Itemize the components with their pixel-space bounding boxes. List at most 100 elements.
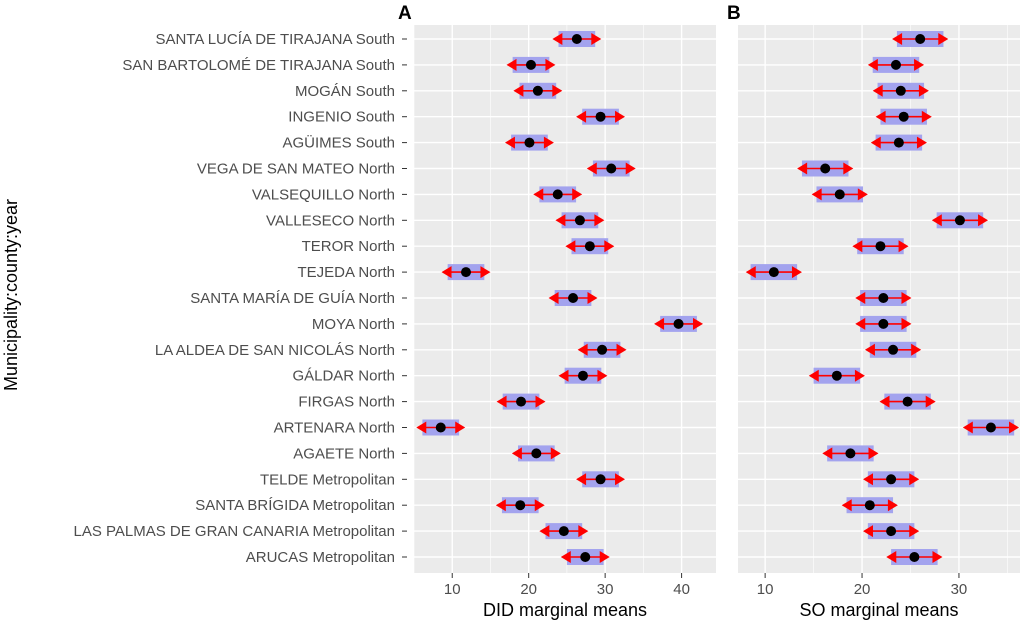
category-label: TEROR North bbox=[302, 238, 395, 255]
panel-a-ticks: 10 20 30 40 bbox=[444, 573, 690, 598]
arrow-left bbox=[504, 136, 515, 149]
category-label: ARTENARA North bbox=[274, 420, 395, 437]
arrow-left bbox=[892, 33, 903, 45]
arrow-left bbox=[496, 395, 507, 408]
arrow-left bbox=[511, 447, 522, 460]
category-labels: SANTA LUCÍA DE TIRAJANA South SAN BARTOLO… bbox=[73, 31, 407, 566]
category-label: LA ALDEA DE SAN NICOLÁS North bbox=[155, 342, 395, 359]
arrow-left bbox=[875, 110, 886, 123]
arrow-right bbox=[597, 369, 608, 382]
category-label: TELDE Metropolitan bbox=[260, 471, 395, 488]
panel-a-x-axis-title: DID marginal means bbox=[483, 600, 647, 620]
arrow-left bbox=[797, 162, 808, 175]
x-tick-label: 40 bbox=[673, 581, 690, 598]
mean-point bbox=[524, 137, 535, 148]
arrow-right bbox=[887, 499, 898, 512]
mean-point bbox=[597, 344, 608, 355]
arrow-right bbox=[578, 525, 589, 538]
arrow-left bbox=[870, 136, 881, 149]
category-label: VALSEQUILLO North bbox=[252, 186, 395, 203]
category-label: SAN BARTOLOMÉ DE TIRAJANA South bbox=[122, 57, 395, 74]
arrow-left bbox=[654, 317, 665, 330]
arrow-left bbox=[864, 343, 875, 356]
arrow-right bbox=[552, 84, 563, 97]
x-tick-label: 10 bbox=[757, 581, 774, 598]
arrow-right bbox=[550, 447, 561, 460]
mean-point bbox=[898, 111, 909, 122]
arrow-right bbox=[918, 84, 929, 97]
panel-b-x-axis-title: SO marginal means bbox=[799, 600, 958, 620]
category-label: ARUCAS Metropolitan bbox=[246, 549, 395, 566]
mean-point bbox=[595, 111, 606, 122]
category-label: VALLESECO North bbox=[266, 212, 395, 229]
mean-point bbox=[768, 267, 779, 278]
category-label: SANTA BRÍGIDA Metropolitan bbox=[195, 497, 395, 514]
arrow-right bbox=[572, 188, 583, 201]
arrow-right bbox=[911, 343, 922, 356]
mean-point bbox=[845, 448, 856, 459]
panel-b-tag: B bbox=[727, 3, 741, 24]
arrow-right bbox=[921, 110, 932, 123]
arrow-right bbox=[932, 551, 943, 563]
mean-point bbox=[584, 241, 595, 252]
arrow-right bbox=[857, 188, 868, 201]
category-label: MOYA North bbox=[312, 316, 395, 333]
arrow-right bbox=[480, 266, 491, 279]
mean-point bbox=[895, 85, 906, 96]
category-label: TEJEDA North bbox=[297, 264, 395, 281]
mean-point bbox=[673, 318, 684, 329]
arrow-right bbox=[791, 266, 802, 279]
arrow-left bbox=[863, 525, 874, 538]
panel-a-marks bbox=[416, 31, 704, 565]
arrow-left bbox=[495, 499, 506, 512]
arrow-right bbox=[599, 551, 610, 563]
arrow-right bbox=[909, 525, 920, 538]
category-label: LAS PALMAS DE GRAN CANARIA Metropolitan bbox=[73, 523, 395, 540]
arrow-left bbox=[811, 188, 822, 201]
arrow-left bbox=[506, 58, 517, 71]
arrow-left bbox=[560, 551, 571, 563]
category-label: GÁLDAR North bbox=[292, 368, 395, 385]
arrow-right bbox=[604, 240, 615, 253]
arrow-left bbox=[576, 110, 587, 123]
arrow-left bbox=[577, 343, 588, 356]
mean-point bbox=[435, 422, 446, 433]
arrow-left bbox=[558, 369, 569, 382]
arrow-left bbox=[441, 266, 452, 279]
arrow-right bbox=[693, 317, 704, 330]
mean-point bbox=[525, 59, 536, 70]
mean-point bbox=[878, 293, 889, 303]
arrow-left bbox=[576, 473, 587, 486]
x-tick-label: 10 bbox=[444, 581, 461, 598]
mean-point bbox=[531, 448, 542, 459]
arrow-right bbox=[854, 369, 865, 382]
arrow-right bbox=[843, 162, 854, 175]
arrow-right bbox=[978, 214, 989, 227]
arrow-right bbox=[868, 447, 879, 460]
arrow-right bbox=[615, 473, 626, 486]
mean-point bbox=[909, 552, 920, 562]
mean-point bbox=[568, 293, 579, 303]
arrow-right bbox=[1009, 421, 1020, 434]
arrow-left bbox=[855, 292, 866, 304]
mean-point bbox=[915, 34, 926, 44]
arrow-right bbox=[925, 395, 936, 408]
arrow-right bbox=[543, 136, 554, 149]
arrow-left bbox=[416, 421, 427, 434]
arrow-right bbox=[901, 292, 912, 304]
mean-point bbox=[834, 189, 845, 200]
category-label: SANTA LUCÍA DE TIRAJANA South bbox=[155, 31, 395, 48]
arrow-right bbox=[909, 473, 920, 486]
x-tick-label: 30 bbox=[597, 581, 614, 598]
arrow-left bbox=[879, 395, 890, 408]
mean-point bbox=[532, 85, 543, 96]
mean-point bbox=[902, 396, 913, 407]
arrow-left bbox=[555, 214, 566, 227]
mean-point bbox=[515, 500, 526, 511]
mean-point bbox=[595, 474, 606, 485]
arrow-left bbox=[745, 266, 756, 279]
category-label: MOGÁN South bbox=[295, 83, 395, 100]
arrow-left bbox=[867, 58, 878, 71]
panel-b: B 10 20 30 SO marginal means bbox=[727, 3, 1020, 620]
